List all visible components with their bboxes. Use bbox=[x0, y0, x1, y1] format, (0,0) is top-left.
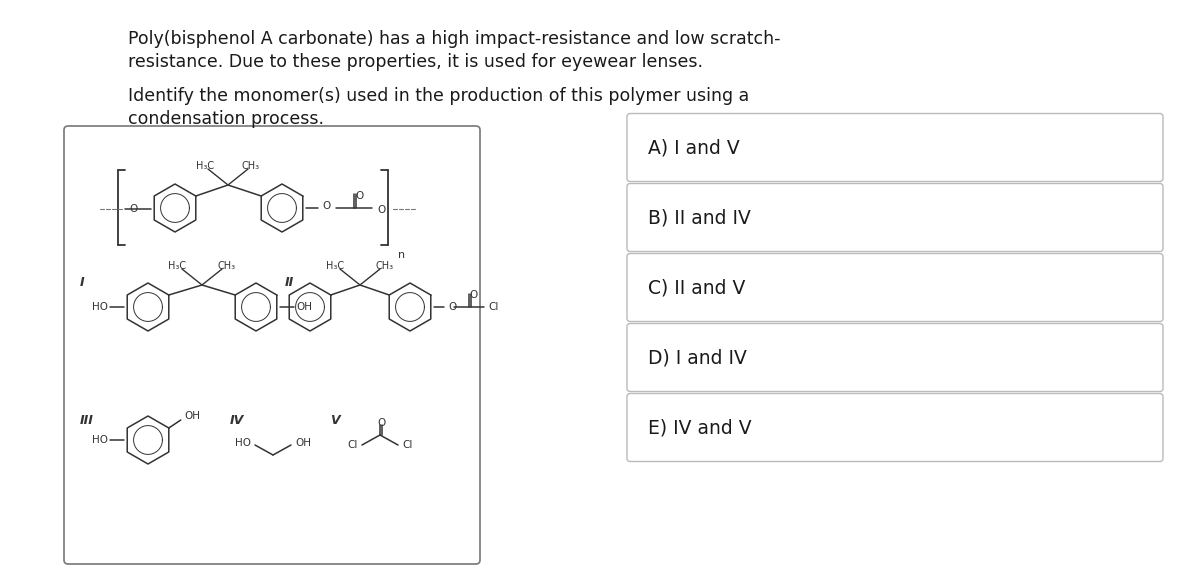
Text: O: O bbox=[377, 205, 386, 215]
Text: III: III bbox=[80, 413, 93, 427]
Text: HO: HO bbox=[92, 302, 108, 312]
FancyBboxPatch shape bbox=[627, 324, 1163, 392]
Text: HO: HO bbox=[92, 435, 108, 445]
Text: OH: OH bbox=[184, 411, 201, 421]
Text: V: V bbox=[329, 413, 339, 427]
Text: H₃C: H₃C bbox=[326, 261, 344, 271]
Text: Poly(bisphenol A carbonate) has a high impact-resistance and low scratch-: Poly(bisphenol A carbonate) has a high i… bbox=[128, 30, 781, 48]
FancyBboxPatch shape bbox=[627, 113, 1163, 182]
Text: C) II and V: C) II and V bbox=[648, 278, 745, 297]
Text: CH₃: CH₃ bbox=[376, 261, 394, 271]
Text: B) II and IV: B) II and IV bbox=[648, 208, 751, 227]
Text: IV: IV bbox=[230, 413, 244, 427]
Text: H₃C: H₃C bbox=[168, 261, 186, 271]
Text: HO: HO bbox=[235, 438, 252, 448]
Text: A) I and V: A) I and V bbox=[648, 138, 739, 157]
Text: O: O bbox=[322, 201, 331, 211]
FancyBboxPatch shape bbox=[627, 254, 1163, 321]
Text: n: n bbox=[398, 250, 405, 260]
Text: D) I and IV: D) I and IV bbox=[648, 348, 746, 367]
Text: CH₃: CH₃ bbox=[218, 261, 236, 271]
Text: resistance. Due to these properties, it is used for eyewear lenses.: resistance. Due to these properties, it … bbox=[128, 53, 703, 71]
Text: I: I bbox=[80, 275, 85, 289]
Text: H₃C: H₃C bbox=[196, 161, 214, 171]
Text: OH: OH bbox=[295, 438, 311, 448]
Text: OH: OH bbox=[296, 302, 311, 312]
Text: Cl: Cl bbox=[347, 440, 358, 450]
Text: E) IV and V: E) IV and V bbox=[648, 418, 751, 437]
Text: O: O bbox=[355, 191, 363, 201]
Text: Cl: Cl bbox=[403, 440, 412, 450]
Text: CH₃: CH₃ bbox=[242, 161, 260, 171]
Text: Identify the monomer(s) used in the production of this polymer using a: Identify the monomer(s) used in the prod… bbox=[128, 87, 749, 105]
Text: condensation process.: condensation process. bbox=[128, 110, 323, 128]
Text: O: O bbox=[129, 204, 138, 214]
Text: O: O bbox=[377, 418, 386, 428]
Text: O: O bbox=[468, 290, 477, 300]
Text: II: II bbox=[285, 275, 295, 289]
FancyBboxPatch shape bbox=[627, 183, 1163, 251]
FancyBboxPatch shape bbox=[627, 393, 1163, 462]
FancyBboxPatch shape bbox=[63, 126, 480, 564]
Text: O: O bbox=[448, 302, 456, 312]
Text: Cl: Cl bbox=[488, 302, 498, 312]
